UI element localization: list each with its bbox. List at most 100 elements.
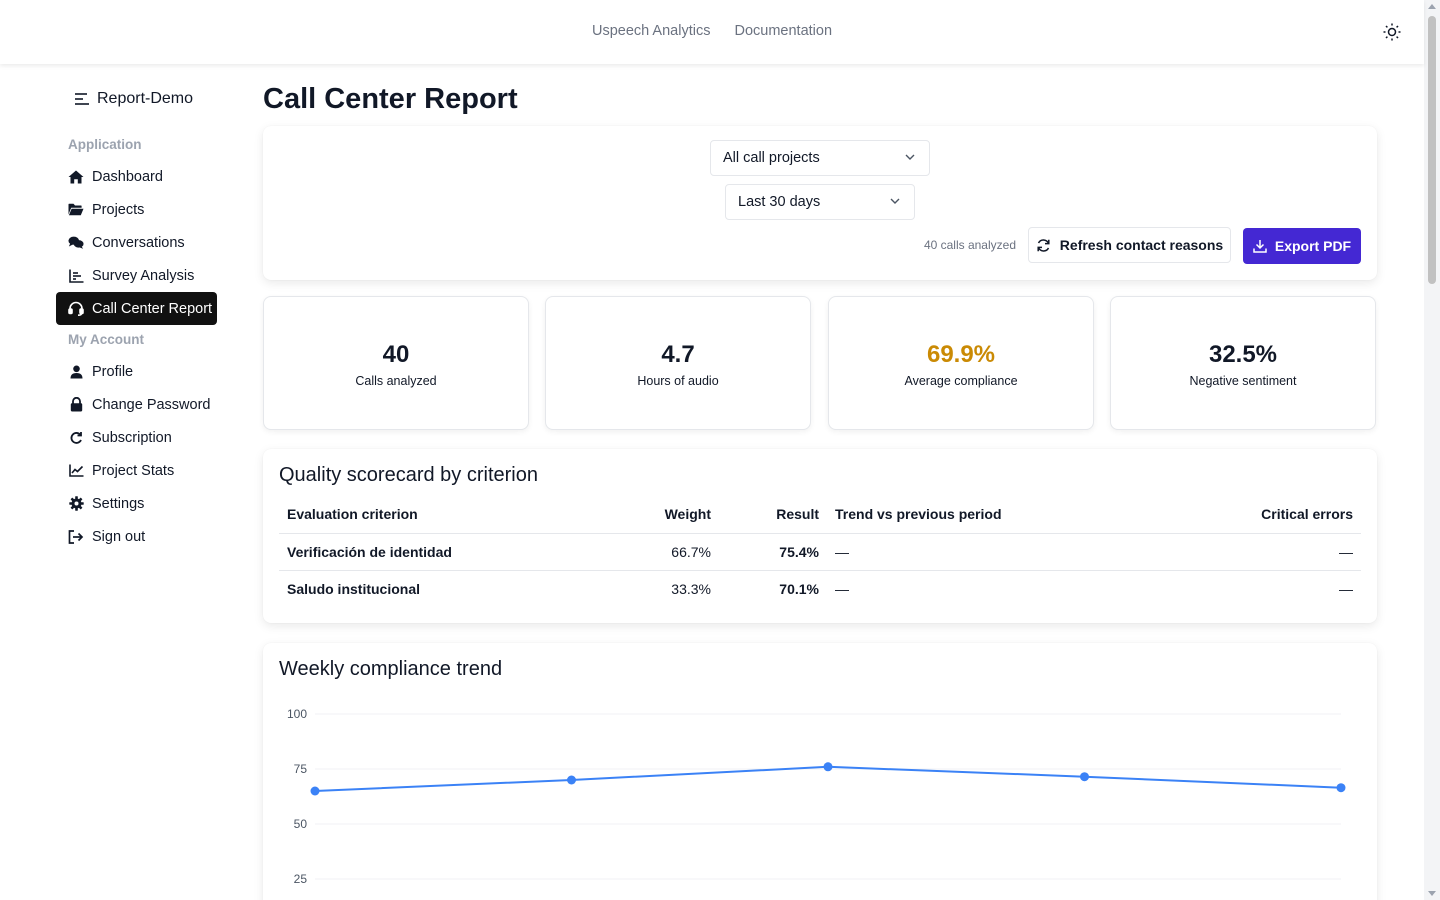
sidebar-item-survey-analysis[interactable]: Survey Analysis bbox=[56, 259, 217, 292]
date-range-select[interactable]: Last 30 days bbox=[725, 184, 915, 220]
sidebar: Report-Demo Application Dashboard Projec… bbox=[56, 82, 226, 553]
critical-errors-cell: — bbox=[1339, 580, 1353, 597]
lock-icon bbox=[68, 397, 84, 413]
sidebar-item-label: Subscription bbox=[92, 429, 172, 446]
table-row: Saludo institucional 33.3% 70.1% — — bbox=[279, 570, 1361, 607]
sidebar-item-dashboard[interactable]: Dashboard bbox=[56, 160, 217, 193]
scorecard-title: Quality scorecard by criterion bbox=[279, 464, 538, 486]
sidebar-item-conversations[interactable]: Conversations bbox=[56, 226, 217, 259]
stat-value: 4.7 bbox=[661, 341, 695, 368]
criterion-cell: Verificación de identidad bbox=[279, 533, 639, 571]
scroll-up-arrow-icon[interactable] bbox=[1428, 4, 1436, 9]
sidebar-item-label: Conversations bbox=[92, 234, 185, 251]
sidebar-item-label: Project Stats bbox=[92, 462, 175, 479]
date-range-select-value: Last 30 days bbox=[738, 194, 821, 210]
stat-card-compliance: 69.9% Average compliance bbox=[828, 296, 1094, 430]
refresh-button-label: Refresh contact reasons bbox=[1059, 237, 1224, 253]
y-tick-label: 100 bbox=[287, 707, 307, 721]
sign-out-icon bbox=[68, 529, 84, 545]
nav-link-uspeech-analytics[interactable]: Uspeech Analytics bbox=[591, 23, 711, 39]
sidebar-item-call-center-report[interactable]: Call Center Report bbox=[56, 292, 217, 325]
top-nav-links: Uspeech Analytics Documentation bbox=[0, 23, 1424, 39]
stat-label: Negative sentiment bbox=[1189, 374, 1297, 388]
gear-icon bbox=[68, 496, 84, 512]
sidebar-item-label: Dashboard bbox=[92, 168, 163, 185]
project-select[interactable]: All call projects bbox=[710, 140, 930, 176]
scroll-thumb[interactable] bbox=[1428, 16, 1436, 284]
table-header-row: Evaluation criterion Weight Result Trend… bbox=[279, 495, 1361, 534]
trend-cell: — bbox=[827, 533, 1207, 571]
user-icon bbox=[68, 364, 84, 380]
scroll-down-arrow-icon[interactable] bbox=[1428, 891, 1436, 896]
data-point[interactable] bbox=[1080, 772, 1089, 782]
comments-icon bbox=[68, 235, 84, 251]
export-button-label: Export PDF bbox=[1274, 238, 1352, 254]
sidebar-item-label: Projects bbox=[92, 201, 145, 218]
headset-icon bbox=[68, 301, 84, 317]
column-header-result: Result bbox=[719, 495, 827, 534]
data-point[interactable] bbox=[1336, 783, 1346, 793]
refresh-icon bbox=[1037, 238, 1050, 252]
sidebar-brand[interactable]: Report-Demo bbox=[56, 82, 226, 116]
table-row: Verificación de identidad 66.7% 75.4% — … bbox=[279, 533, 1361, 571]
page-title: Call Center Report bbox=[263, 83, 518, 115]
column-header-trend: Trend vs previous period bbox=[827, 495, 1207, 534]
calls-analyzed-note: 40 calls analyzed bbox=[923, 238, 1016, 252]
weekly-compliance-chart: 100 75 50 25 bbox=[287, 707, 1346, 886]
data-point[interactable] bbox=[567, 775, 576, 785]
chevron-down-icon bbox=[890, 198, 900, 204]
weekly-trend-card: Weekly compliance trend 100 75 50 25 bbox=[263, 643, 1377, 900]
filter-card: All call projects Last 30 days 40 calls … bbox=[263, 126, 1377, 280]
sidebar-item-label: Call Center Report bbox=[92, 300, 213, 317]
column-header-criterion: Evaluation criterion bbox=[279, 495, 639, 534]
sidebar-item-label: Survey Analysis bbox=[92, 267, 195, 284]
menu-section-application: Application bbox=[68, 137, 142, 152]
trend-cell: — bbox=[835, 580, 849, 597]
menu-toggle-icon bbox=[75, 93, 89, 105]
sidebar-item-subscription[interactable]: Subscription bbox=[56, 421, 217, 454]
criterion-cell: Saludo institucional bbox=[287, 580, 421, 597]
sidebar-item-project-stats[interactable]: Project Stats bbox=[56, 454, 217, 487]
brand-name: Report-Demo bbox=[97, 90, 194, 107]
data-point[interactable] bbox=[310, 786, 320, 796]
y-tick-label: 25 bbox=[294, 872, 308, 886]
stat-value: 32.5% bbox=[1208, 341, 1278, 368]
y-tick-label: 50 bbox=[294, 817, 308, 831]
folder-icon bbox=[68, 202, 84, 218]
sidebar-item-label: Settings bbox=[92, 495, 145, 512]
sidebar-item-profile[interactable]: Profile bbox=[56, 355, 217, 388]
download-icon bbox=[1253, 240, 1267, 253]
sidebar-item-label: Change Password bbox=[92, 396, 211, 413]
sidebar-item-sign-out[interactable]: Sign out bbox=[56, 520, 217, 553]
quality-scorecard-card: Quality scorecard by criterion Evaluatio… bbox=[263, 449, 1377, 623]
column-header-critical-errors: Critical errors bbox=[1207, 495, 1361, 534]
export-pdf-button[interactable]: Export PDF bbox=[1243, 228, 1361, 264]
top-navbar: Uspeech Analytics Documentation bbox=[0, 0, 1424, 64]
result-cell: 70.1% bbox=[779, 580, 819, 597]
page-scrollbar[interactable] bbox=[1424, 0, 1440, 900]
y-tick-label: 75 bbox=[294, 762, 308, 776]
weight-cell: 33.3% bbox=[671, 580, 711, 597]
trend-title: Weekly compliance trend bbox=[279, 658, 503, 680]
project-select-value: All call projects bbox=[723, 150, 820, 166]
nav-link-documentation[interactable]: Documentation bbox=[734, 23, 833, 39]
sidebar-item-settings[interactable]: Settings bbox=[56, 487, 217, 520]
sun-icon[interactable] bbox=[1382, 22, 1402, 42]
stat-value: 40 bbox=[382, 341, 410, 368]
sidebar-item-change-password[interactable]: Change Password bbox=[56, 388, 217, 421]
data-point[interactable] bbox=[823, 762, 833, 772]
refresh-icon bbox=[68, 430, 84, 446]
critical-errors-cell: — bbox=[1207, 533, 1361, 571]
main-content: Call Center Report All call projects Las… bbox=[263, 82, 1377, 900]
result-cell: 75.4% bbox=[719, 533, 827, 571]
refresh-contact-reasons-button[interactable]: Refresh contact reasons bbox=[1028, 227, 1231, 263]
weight-cell: 66.7% bbox=[639, 533, 719, 571]
stat-card-hours: 4.7 Hours of audio bbox=[545, 296, 811, 430]
sidebar-item-label: Sign out bbox=[92, 528, 146, 545]
stat-value: 69.9% bbox=[926, 341, 996, 368]
stat-label: Average compliance bbox=[904, 374, 1018, 388]
sidebar-item-projects[interactable]: Projects bbox=[56, 193, 217, 226]
stat-card-negative-sentiment: 32.5% Negative sentiment bbox=[1110, 296, 1376, 430]
home-icon bbox=[68, 169, 84, 185]
chevron-down-icon bbox=[905, 154, 915, 160]
